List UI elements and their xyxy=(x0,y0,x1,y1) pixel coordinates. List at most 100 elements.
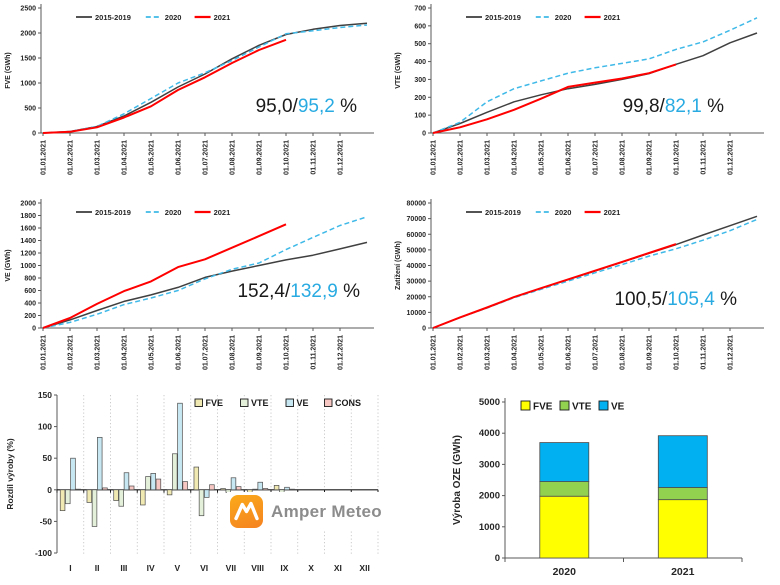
bar-VE-IX xyxy=(284,486,290,491)
plot-fve: 0 500 1000 1500 2000 2500 01.01.2021 01.02.2021… xyxy=(5,4,374,175)
ratio-annotation-ve: 152,4/132,9 % xyxy=(237,281,360,302)
svg-text:3000: 3000 xyxy=(479,459,500,470)
bar-VE-III xyxy=(123,472,130,491)
bar-FVE-VI xyxy=(193,466,200,491)
svg-text:2020: 2020 xyxy=(555,13,572,22)
zatizeni-chart-canvas: 0 10000 20000 30000 40000 50000 60000 70000 8000… xyxy=(395,199,764,370)
svg-text:1800: 1800 xyxy=(20,213,36,220)
svg-text:500: 500 xyxy=(414,41,426,48)
logo-text: Amper Meteo xyxy=(271,501,382,521)
svg-text:2000: 2000 xyxy=(479,491,500,502)
svg-text:01.03.2021: 01.03.2021 xyxy=(485,335,492,370)
svg-text:01.11.2021: 01.11.2021 xyxy=(701,140,708,175)
chart-rozdil-vyroby: -100 -50 0 50 100 150 I II III IV V VI VII VIII IX X XI X… xyxy=(0,390,390,585)
svg-text:01.01.2021: 01.01.2021 xyxy=(431,335,438,370)
svg-text:2000: 2000 xyxy=(20,201,36,208)
stack-FVE-2021 xyxy=(657,499,708,559)
bar-VE-IV xyxy=(150,473,156,491)
series-2015-2019 xyxy=(432,32,758,134)
svg-text:XII: XII xyxy=(359,563,369,573)
svg-text:300: 300 xyxy=(414,77,426,84)
svg-text:01.07.2021: 01.07.2021 xyxy=(593,335,600,370)
svg-text:01.06.2021: 01.06.2021 xyxy=(176,335,183,370)
bar-VTE-IV xyxy=(145,476,151,491)
bar-CONS-V xyxy=(182,481,188,491)
svg-text:01.03.2021: 01.03.2021 xyxy=(485,140,492,175)
svg-text:200: 200 xyxy=(24,313,36,320)
svg-text:2020: 2020 xyxy=(165,208,182,217)
svg-text:2015-2019: 2015-2019 xyxy=(95,208,131,217)
svg-text:400: 400 xyxy=(414,59,426,66)
svg-text:600: 600 xyxy=(414,23,426,30)
svg-text:2015-2019: 2015-2019 xyxy=(485,13,521,22)
bar-VTE-V xyxy=(172,453,178,491)
svg-text:01.07.2021: 01.07.2021 xyxy=(203,140,210,175)
svg-text:100: 100 xyxy=(414,113,426,120)
svg-text:01.01.2021: 01.01.2021 xyxy=(41,140,48,175)
bar-CONS-VI xyxy=(209,484,215,491)
svg-text:100: 100 xyxy=(38,422,52,432)
bar-VE-VII xyxy=(230,477,237,491)
svg-text:01.06.2021: 01.06.2021 xyxy=(176,140,183,175)
bar-VTE-II xyxy=(91,489,98,527)
svg-text:01.07.2021: 01.07.2021 xyxy=(203,335,210,370)
svg-text:X: X xyxy=(308,563,314,573)
svg-text:01.02.2021: 01.02.2021 xyxy=(68,335,75,370)
bar-CONS-VII xyxy=(235,486,242,491)
svg-text:01.04.2021: 01.04.2021 xyxy=(122,140,129,175)
svg-text:2020: 2020 xyxy=(165,13,182,22)
bar-FVE-VII xyxy=(220,488,226,491)
svg-text:01.05.2021: 01.05.2021 xyxy=(149,335,156,370)
fve-chart-canvas: 0 500 1000 1500 2000 2500 01.01.2021 01.02.2021… xyxy=(5,4,374,175)
svg-text:01.06.2021: 01.06.2021 xyxy=(566,140,573,175)
bar-VTE-III xyxy=(118,489,124,507)
series-2020 xyxy=(432,17,758,134)
svg-text:01.02.2021: 01.02.2021 xyxy=(458,140,465,175)
svg-text:2000: 2000 xyxy=(20,31,36,38)
svg-text:Výroba OZE (GWh): Výroba OZE (GWh) xyxy=(452,435,463,525)
bar-CONS-IX xyxy=(289,488,295,491)
svg-text:40000: 40000 xyxy=(407,263,427,270)
svg-text:1200: 1200 xyxy=(20,251,36,258)
svg-text:30000: 30000 xyxy=(407,279,427,286)
svg-text:01.10.2021: 01.10.2021 xyxy=(284,140,291,175)
svg-text:01.12.2021: 01.12.2021 xyxy=(338,335,345,370)
svg-text:1600: 1600 xyxy=(20,226,36,233)
svg-text:200: 200 xyxy=(414,95,426,102)
bar-VTE-VIII xyxy=(252,488,258,491)
stack-VE-2021 xyxy=(657,435,708,488)
bar-FVE-III xyxy=(113,489,119,501)
bar-VE-VI xyxy=(204,489,210,498)
svg-text:0: 0 xyxy=(47,485,52,495)
svg-text:150: 150 xyxy=(38,390,52,400)
svg-text:01.05.2021: 01.05.2021 xyxy=(539,335,546,370)
series-2021 xyxy=(432,243,677,329)
bar-CONS-III xyxy=(128,485,135,491)
svg-text:01.12.2021: 01.12.2021 xyxy=(728,335,735,370)
svg-text:01.12.2021: 01.12.2021 xyxy=(728,140,735,175)
ratio-annotation-fve: 95,0/95,2 % xyxy=(256,96,358,117)
svg-text:1400: 1400 xyxy=(20,238,36,245)
svg-text:80000: 80000 xyxy=(407,201,427,208)
series-2020 xyxy=(432,218,758,329)
svg-text:Rozdíl výroby (%): Rozdíl výroby (%) xyxy=(5,438,15,509)
svg-text:20000: 20000 xyxy=(407,294,427,301)
svg-text:01.08.2021: 01.08.2021 xyxy=(230,335,237,370)
svg-text:4000: 4000 xyxy=(479,428,500,439)
svg-text:2500: 2500 xyxy=(20,6,36,13)
svg-text:V: V xyxy=(175,563,181,573)
svg-text:01.03.2021: 01.03.2021 xyxy=(95,140,102,175)
svg-text:-50: -50 xyxy=(40,516,53,526)
bar-CONS-I xyxy=(75,488,81,491)
svg-text:01.05.2021: 01.05.2021 xyxy=(539,140,546,175)
svg-text:01.04.2021: 01.04.2021 xyxy=(512,335,519,370)
stack-FVE-2020 xyxy=(539,495,590,559)
svg-text:III: III xyxy=(120,563,127,573)
svg-text:01.01.2021: 01.01.2021 xyxy=(431,140,438,175)
plot-oze: 0 1000 2000 3000 4000 5000 2020 2021 Výroba OZE … xyxy=(452,397,743,578)
svg-text:01.10.2021: 01.10.2021 xyxy=(674,140,681,175)
svg-text:01.12.2021: 01.12.2021 xyxy=(338,140,345,175)
svg-text:01.09.2021: 01.09.2021 xyxy=(257,140,264,175)
stack-VTE-2021 xyxy=(657,487,708,501)
